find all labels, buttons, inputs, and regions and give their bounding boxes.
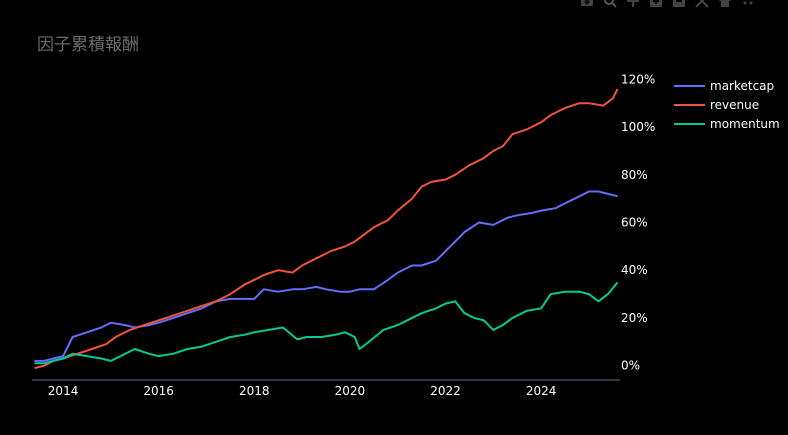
legend-label: marketcap xyxy=(710,78,775,93)
legend-swatch xyxy=(674,103,705,106)
plotly-logo-icon[interactable] xyxy=(739,0,756,8)
x-axis: 2014 2016 2018 2020 2022 2024 xyxy=(32,379,620,398)
x-tick-label: 2016 xyxy=(143,384,174,398)
autoscale-icon[interactable] xyxy=(693,0,710,8)
x-tick-label: 2024 xyxy=(526,384,557,398)
series-layer xyxy=(34,88,619,370)
legend-item-marketcap[interactable]: marketcap xyxy=(674,76,780,95)
camera-icon[interactable] xyxy=(578,0,595,8)
legend-swatch xyxy=(674,122,705,125)
modebar xyxy=(578,0,756,10)
legend-item-revenue[interactable]: revenue xyxy=(674,95,780,114)
y-axis: 0% 20% 40% 60% 80% 100% 120% xyxy=(621,72,655,372)
legend-label: momentum xyxy=(710,116,780,131)
legend: marketcap revenue momentum xyxy=(674,76,780,133)
y-tick-label: 40% xyxy=(621,263,648,277)
y-tick-label: 100% xyxy=(621,120,655,134)
home-icon[interactable] xyxy=(716,0,733,8)
legend-item-momentum[interactable]: momentum xyxy=(674,114,780,133)
y-tick-label: 80% xyxy=(621,168,648,182)
x-tick-label: 2018 xyxy=(239,384,270,398)
y-tick-label: 0% xyxy=(621,359,640,373)
zoom-in-icon[interactable] xyxy=(647,0,664,8)
chart-title: 因子累積報酬 xyxy=(37,35,139,55)
zoom-icon[interactable] xyxy=(601,0,618,8)
x-tick-label: 2014 xyxy=(48,384,79,398)
x-tick-label: 2020 xyxy=(335,384,366,398)
series-line-marketcap xyxy=(34,190,618,362)
y-tick-label: 60% xyxy=(621,216,648,230)
series-line-momentum xyxy=(34,281,619,365)
y-tick-label: 20% xyxy=(621,311,648,325)
legend-label: revenue xyxy=(710,97,760,112)
y-tick-label: 120% xyxy=(621,72,655,86)
x-tick-label: 2022 xyxy=(430,384,461,398)
zoom-out-icon[interactable] xyxy=(670,0,687,8)
series-line-revenue xyxy=(34,88,619,370)
pan-icon[interactable] xyxy=(624,0,641,8)
legend-swatch xyxy=(674,84,705,87)
